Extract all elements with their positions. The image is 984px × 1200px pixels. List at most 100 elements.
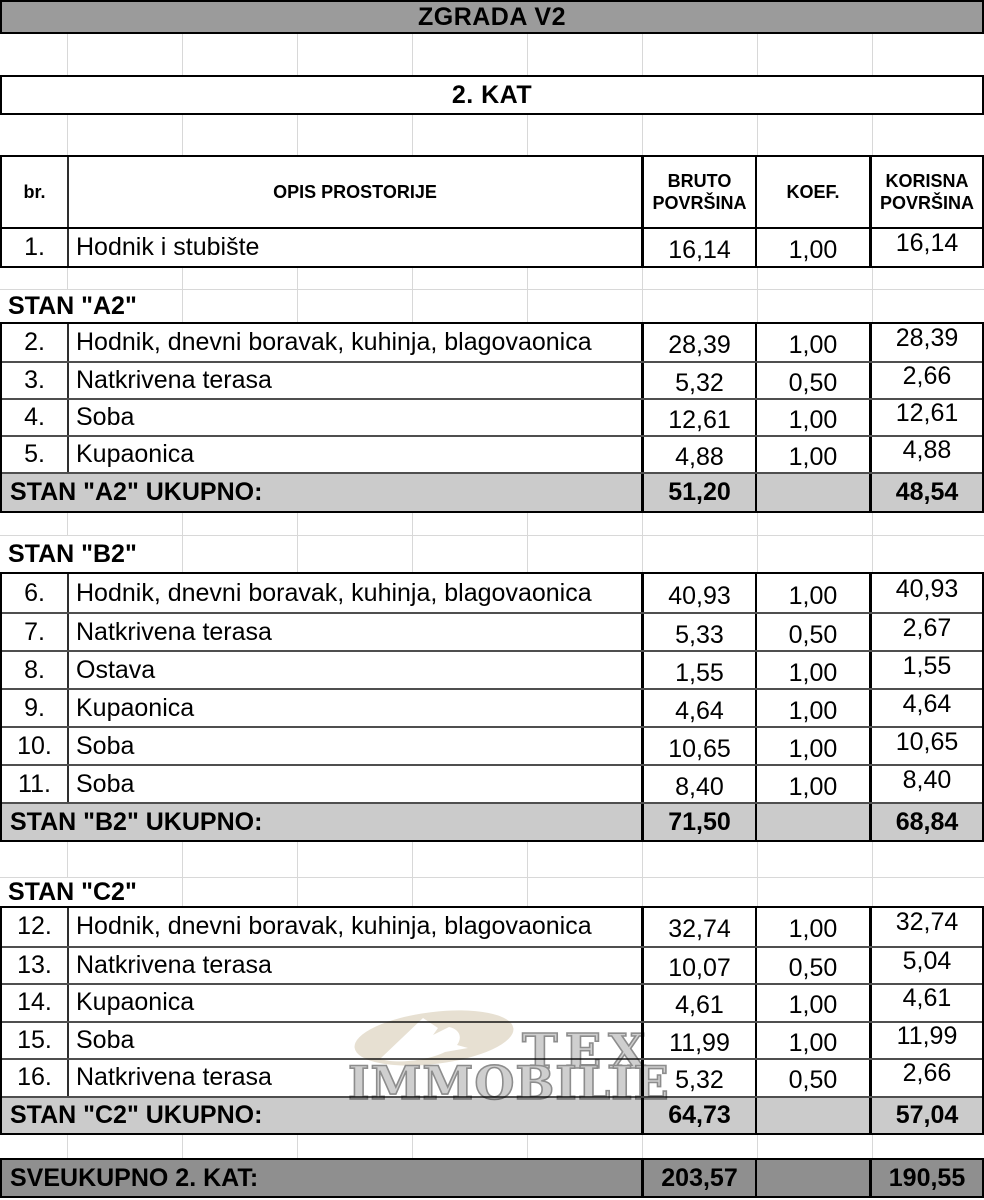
section-label: STAN "A2"	[8, 291, 137, 320]
header-koef-label: KOEF.	[786, 181, 840, 202]
room-description: Hodnik, dnevni boravak, kuhinja, blagova…	[76, 912, 592, 941]
bruto-value-cell: 1,55	[644, 652, 757, 688]
korisna-value-cell: 1,55	[872, 652, 982, 688]
section-label: STAN "C2"	[8, 877, 137, 906]
row-number-cell: 10.	[2, 728, 69, 764]
korisna-value: 4,61	[902, 985, 952, 1013]
koef-value-cell: 0,50	[757, 363, 872, 398]
koef-value-cell: 1,00	[757, 652, 872, 688]
row-number: 15.	[17, 1025, 52, 1054]
section-label: STAN "B2"	[8, 539, 137, 568]
room-description: Natkrivena terasa	[76, 950, 272, 979]
bruto-value-cell: 10,07	[644, 947, 757, 983]
korisna-value: 40,93	[895, 574, 959, 603]
room-description: Kupaonica	[76, 440, 195, 468]
koef-value: 0,50	[788, 953, 838, 982]
room-description-cell: Kupaonica	[69, 985, 644, 1021]
korisna-value-cell: 4,88	[872, 437, 982, 472]
koef-value-cell: 1,00	[757, 229, 872, 266]
row-number-cell: 12.	[2, 908, 69, 946]
room-description: Kupaonica	[76, 693, 195, 722]
room-description-cell: Hodnik, dnevni boravak, kuhinja, blagova…	[69, 908, 644, 946]
table-row: 5. Kupaonica 4,88 1,00 4,88	[2, 435, 982, 472]
bruto-value: 10,65	[668, 734, 731, 763]
header-bruto-label: BRUTO POVRŠINA	[652, 170, 747, 214]
korisna-value: 1,55	[902, 652, 952, 680]
korisna-value: 2,66	[902, 363, 952, 390]
koef-value: 1,00	[788, 406, 838, 434]
row-number: 14.	[17, 988, 52, 1017]
bruto-value-cell: 28,39	[644, 324, 757, 361]
apartment-sections: STAN "A2" 2. Hodnik, dnevni boravak, kuh…	[0, 289, 984, 1158]
grand-total-bruto: 203,57	[661, 1163, 738, 1192]
koef-value-cell: 0,50	[757, 1060, 872, 1096]
grid-spacer	[0, 34, 984, 75]
bruto-value-cell: 5,32	[644, 1060, 757, 1096]
room-description-cell: Natkrivena terasa	[69, 363, 644, 398]
room-description: Hodnik, dnevni boravak, kuhinja, blagova…	[76, 328, 592, 356]
section-total-row: STAN "B2" UKUPNO: 71,50 68,84	[2, 802, 982, 840]
bruto-value: 40,93	[668, 581, 731, 610]
koef-value-cell: 1,00	[757, 400, 872, 435]
room-description: Natkrivena terasa	[76, 1063, 272, 1092]
table-row: 9. Kupaonica 4,64 1,00 4,64	[2, 688, 982, 726]
room-description-cell: Soba	[69, 1022, 644, 1058]
koef-value-cell: 1,00	[757, 766, 872, 802]
row-number: 1.	[24, 233, 45, 261]
header-number-cell: br.	[2, 157, 69, 227]
korisna-value-cell: 10,65	[872, 728, 982, 764]
building-title-bar: ZGRADA V2	[0, 0, 984, 34]
table-header-block: br. OPIS PROSTORIJE BRUTO POVRŠINA KOEF.…	[0, 155, 984, 268]
bruto-value-cell: 40,93	[644, 574, 757, 612]
header-korisna-cell: KORISNA POVRŠINA	[872, 157, 982, 227]
room-description-cell: Ostava	[69, 652, 644, 688]
section-total-korisna-cell: 68,84	[872, 804, 982, 840]
section-total-koef-cell	[757, 804, 872, 840]
section-total-korisna: 68,84	[895, 807, 959, 836]
section-total-label-cell: STAN "A2" UKUPNO:	[2, 474, 644, 511]
row-number: 6.	[24, 578, 45, 607]
section-total-koef-cell	[757, 474, 872, 511]
table-row: 14. Kupaonica 4,61 1,00 4,61	[2, 983, 982, 1021]
header-description-cell: OPIS PROSTORIJE	[69, 157, 644, 227]
korisna-value: 4,64	[902, 690, 952, 718]
room-description-cell: Kupaonica	[69, 437, 644, 472]
korisna-value-cell: 2,67	[872, 614, 982, 650]
bruto-value-cell: 12,61	[644, 400, 757, 435]
row-number-cell: 15.	[2, 1022, 69, 1058]
korisna-value-cell: 40,93	[872, 574, 982, 612]
room-description: Hodnik i stubište	[76, 233, 260, 261]
header-korisna-label: KORISNA POVRŠINA	[879, 170, 975, 214]
row-number-cell: 3.	[2, 363, 69, 398]
section-block: 6. Hodnik, dnevni boravak, kuhinja, blag…	[0, 572, 984, 842]
koef-value: 1,00	[788, 772, 838, 801]
korisna-value-cell: 4,64	[872, 690, 982, 726]
row-number: 4.	[24, 403, 45, 431]
bruto-value-cell: 4,61	[644, 985, 757, 1021]
section-total-row: STAN "C2" UKUPNO: 64,73 57,04	[2, 1095, 982, 1133]
bruto-value-cell: 4,64	[644, 690, 757, 726]
table-row: 12. Hodnik, dnevni boravak, kuhinja, bla…	[2, 908, 982, 946]
header-description-label: OPIS PROSTORIJE	[273, 181, 437, 202]
section-total-bruto: 51,20	[668, 478, 731, 506]
koef-value: 0,50	[788, 369, 838, 397]
koef-value-cell: 1,00	[757, 728, 872, 764]
koef-value: 1,00	[788, 696, 838, 725]
koef-value-cell: 1,00	[757, 574, 872, 612]
bruto-value: 4,61	[675, 991, 724, 1020]
header-koef-cell: KOEF.	[757, 157, 872, 227]
header-number-label: br.	[23, 181, 46, 202]
room-description: Ostava	[76, 655, 156, 684]
row-number-cell: 13.	[2, 947, 69, 983]
grid-spacer	[0, 842, 984, 877]
korisna-value: 2,67	[902, 614, 952, 642]
row-number-cell: 1.	[2, 229, 69, 266]
grand-total-label-cell: SVEUKUPNO 2. KAT:	[2, 1160, 644, 1196]
bruto-value: 5,33	[675, 620, 724, 649]
row-number: 12.	[17, 912, 52, 941]
korisna-value: 11,99	[896, 1022, 958, 1050]
row-number-cell: 4.	[2, 400, 69, 435]
koef-value-cell: 0,50	[757, 947, 872, 983]
table-row: 6. Hodnik, dnevni boravak, kuhinja, blag…	[2, 574, 982, 612]
korisna-value: 5,04	[902, 947, 952, 975]
